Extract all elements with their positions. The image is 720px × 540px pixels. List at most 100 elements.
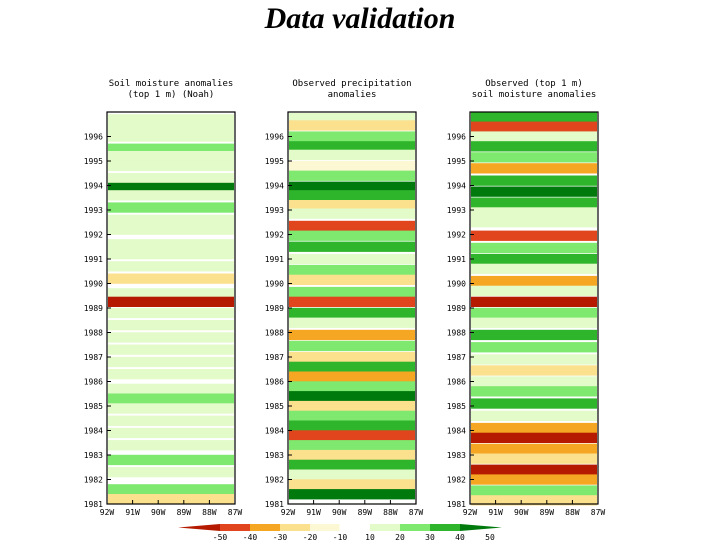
anomaly-band [289,381,415,392]
anomaly-band [289,296,415,307]
anomaly-band [471,464,597,475]
anomaly-band [289,340,415,352]
anomaly-band [289,430,415,441]
anomaly-band [471,285,597,296]
anomaly-band [108,249,234,260]
x-tick-label: 92W [463,508,478,517]
y-tick-label: 1995 [84,157,103,166]
anomaly-band [108,467,234,478]
y-tick-label: 1988 [265,329,284,338]
anomaly-band [289,241,415,252]
anomaly-band [471,485,597,496]
anomaly-band [471,474,597,485]
colorbar-label: -40 [243,533,258,540]
anomaly-band [289,469,415,480]
anomaly-band [471,317,597,328]
x-tick-label: 87W [228,508,243,517]
colorbar-label: 40 [455,533,465,540]
colorbar-swatch [339,523,371,532]
anomaly-band [471,163,597,174]
anomaly-band [471,175,597,186]
anomaly-band [108,273,234,284]
anomaly-band [289,131,415,142]
panel-title-line: Observed precipitation [292,79,411,89]
y-tick-label: 1981 [265,500,284,509]
y-tick-label: 1984 [84,427,103,436]
y-tick-label: 1994 [84,182,103,191]
anomaly-band [289,200,415,211]
anomaly-band [289,449,415,461]
panel-title-line: soil moisture anomalies [472,90,597,100]
x-tick-label: 88W [383,508,398,517]
panel-title-line: anomalies [328,90,377,100]
anomaly-band [108,344,234,355]
anomaly-band [108,383,234,394]
x-tick-label: 87W [409,508,424,517]
anomaly-band [108,214,234,225]
x-tick-label: 88W [202,508,217,517]
anomaly-band [471,410,597,421]
colorbar-label: -10 [333,533,348,540]
anomaly-band [289,391,415,402]
anomaly-band [289,351,415,363]
anomaly-band [471,365,597,376]
y-tick-label: 1987 [84,353,103,362]
anomaly-band [471,230,597,241]
anomaly-band [289,307,415,319]
anomaly-band [108,288,234,299]
y-tick-label: 1991 [447,255,466,264]
colorbar-label: 50 [485,533,495,540]
colorbar-label: 10 [365,533,375,540]
y-tick-label: 1983 [84,451,103,460]
anomaly-band [471,432,597,443]
anomaly-band [289,149,415,160]
y-tick-label: 1994 [265,182,284,191]
y-tick-label: 1991 [265,255,284,264]
y-tick-label: 1989 [447,304,466,313]
anomaly-band [471,307,597,319]
y-tick-label: 1996 [447,133,466,142]
panel-title-line: Soil moisture anomalies [109,79,234,89]
anomaly-band [289,371,415,382]
anomaly-band [108,296,234,307]
anomaly-band [108,440,234,451]
y-tick-label: 1993 [447,206,466,215]
anomaly-band [471,111,597,123]
anomaly-band [289,181,415,192]
anomaly-band [289,208,415,219]
y-tick-label: 1985 [447,402,466,411]
anomaly-band [471,329,597,341]
y-tick-label: 1982 [265,476,284,485]
colorbar-label: 30 [425,533,435,540]
y-tick-label: 1986 [265,378,284,387]
anomaly-band [289,286,415,298]
anomaly-band [289,190,415,201]
anomaly-band [289,160,415,172]
panel-title-line: Observed (top 1 m) [485,79,583,89]
colorbar-swatch [460,524,502,531]
colorbar-label: -30 [273,533,288,540]
anomaly-band [108,369,234,380]
x-tick-label: 92W [100,508,115,517]
y-tick-label: 1981 [84,500,103,509]
x-tick-label: 90W [332,508,347,517]
colorbar-swatch [250,524,280,531]
anomaly-band [108,173,234,184]
y-tick-label: 1981 [447,500,466,509]
anomaly-band [471,453,597,464]
colorbar-swatch [220,524,250,531]
anomaly-band [108,356,234,368]
anomaly-band [108,160,234,172]
anomaly-band [108,415,234,426]
anomaly-band [289,400,415,412]
anomaly-band [108,202,234,213]
x-tick-label: 89W [177,508,192,517]
anomaly-band [471,495,597,506]
anomaly-band [471,386,597,397]
anomaly-band [289,230,415,241]
y-tick-label: 1993 [84,206,103,215]
anomaly-band [108,182,234,194]
y-tick-label: 1985 [265,402,284,411]
anomaly-band [471,217,597,228]
